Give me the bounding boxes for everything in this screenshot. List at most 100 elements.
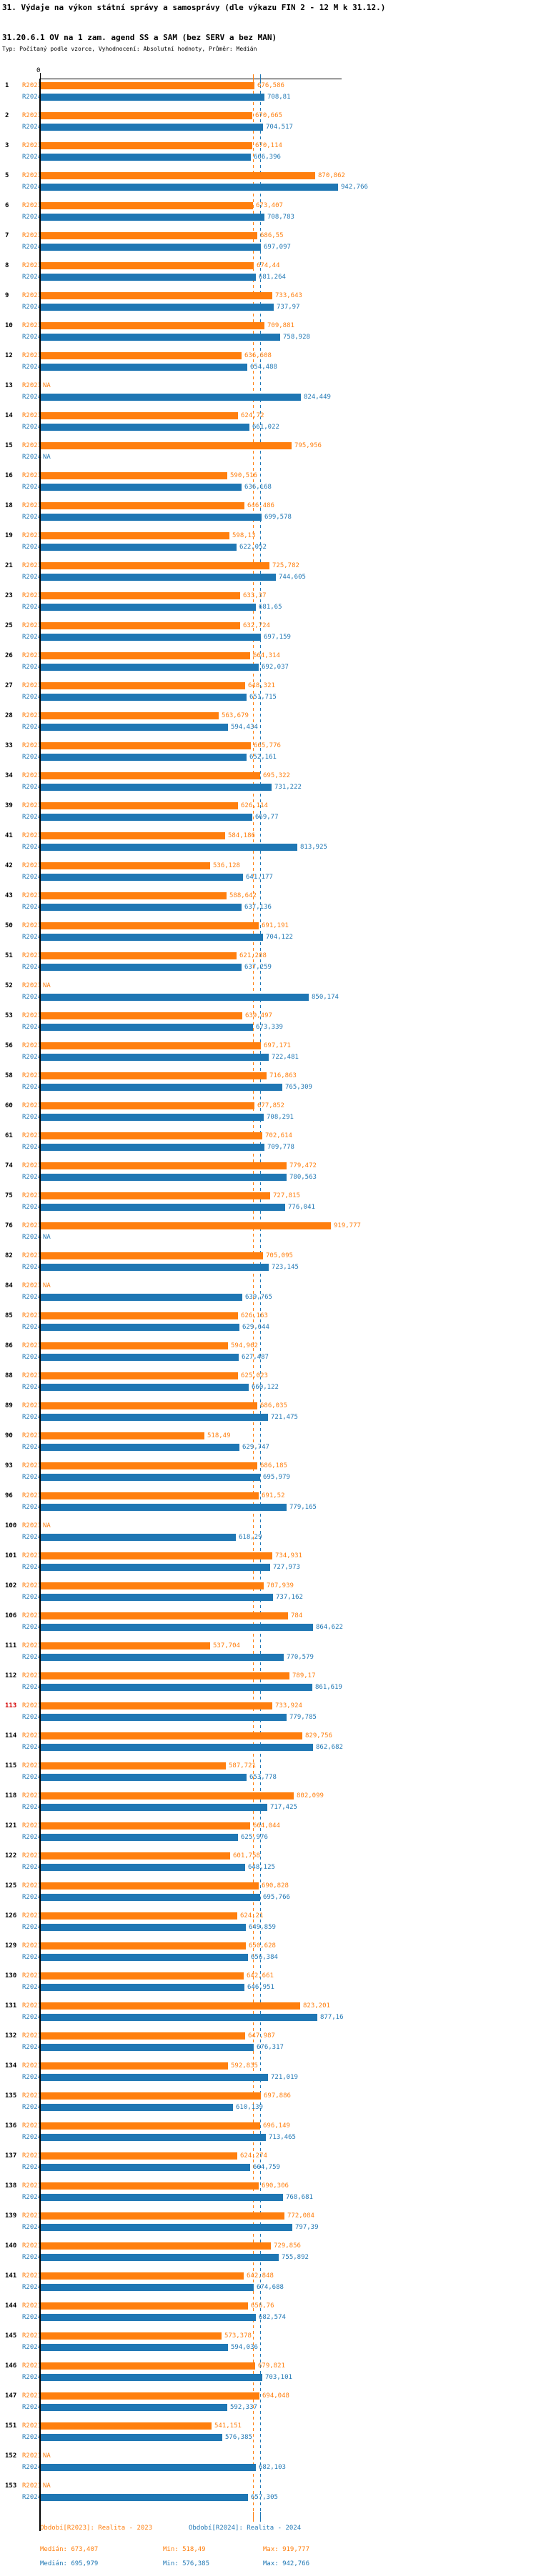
bar-r2024: [41, 2014, 317, 2021]
legend-r2024: Období[R2024]: Realita - 2024: [189, 2525, 302, 2532]
series-label-r2023: R2023: [22, 772, 42, 779]
chart-subtitle: 31.20.6.1 OV na 1 zam. agend SS a SAM (b…: [2, 33, 277, 42]
series-label-r2023: R2023: [22, 1822, 42, 1829]
value-label-r2023: 690,828: [262, 1882, 289, 1889]
value-label-r2023: 625,023: [241, 1372, 268, 1379]
bar-r2024: [41, 1354, 239, 1361]
value-label-r2023: 691,191: [262, 922, 289, 929]
value-label-r2023: 590,516: [230, 472, 257, 479]
series-label-r2023: R2023: [22, 232, 42, 239]
series-label-r2023: R2023: [22, 82, 42, 89]
series-label-r2024: R2024: [22, 364, 42, 371]
value-label-r2024: 622,052: [239, 544, 267, 551]
bar-group: 53 R2023 R2024 639,497 673,339: [0, 1010, 536, 1040]
bar-r2024: [41, 334, 280, 341]
bar-r2024: [41, 1114, 264, 1121]
bar-r2023: [41, 142, 252, 149]
series-label-r2024: R2024: [22, 1534, 42, 1541]
value-label-r2024: 697,159: [264, 634, 291, 641]
series-label-r2024: R2024: [22, 754, 42, 761]
bar-r2023: [41, 1102, 254, 1109]
bar-r2023: [41, 1582, 264, 1589]
stat-min-r2023: Min: 518,49: [163, 2546, 206, 2553]
value-label-r2024: 737,97: [277, 304, 300, 311]
bar-group: 76 R2023 R2024 919,777 NA: [0, 1220, 536, 1250]
bar-group: 27 R2023 R2024 648,321 651,715: [0, 680, 536, 710]
value-label-r2024: 731,222: [274, 784, 302, 791]
value-label-r2024: 618,29: [239, 1534, 262, 1541]
row-id: 23: [5, 592, 13, 599]
bar-group: 93 R2023 R2024 686,185 695,979: [0, 1460, 536, 1490]
bar-r2023: [41, 2092, 261, 2100]
value-label-r2024: 695,979: [263, 1474, 290, 1481]
bar-r2023: [41, 502, 244, 509]
bar-r2024: [41, 664, 259, 671]
value-label-r2023: 679,821: [258, 2362, 285, 2370]
row-id: 84: [5, 1282, 13, 1289]
value-label-r2023: 729,856: [274, 2242, 301, 2250]
bar-r2023: [41, 1072, 267, 1079]
stat-min-r2024: Min: 576,385: [163, 2560, 210, 2567]
value-label-r2024: 708,81: [267, 94, 291, 101]
series-label-r2024: R2024: [22, 2344, 42, 2351]
series-label-r2023: R2023: [22, 1972, 42, 1980]
value-label-r2024: 755,892: [282, 2254, 309, 2261]
series-label-r2023: R2023: [22, 2392, 42, 2400]
value-label-r2024: 877,16: [320, 2014, 344, 2021]
row-id: 8: [5, 262, 9, 269]
bar-r2023: [41, 1402, 257, 1409]
row-id: 21: [5, 562, 13, 569]
row-id: 25: [5, 622, 13, 629]
bar-r2024: [41, 1504, 287, 1511]
value-label-r2023: 624,274: [240, 2152, 267, 2160]
bar-r2024: [41, 1624, 313, 1631]
bar-group: 101 R2023 R2024 734,931 727,973: [0, 1550, 536, 1580]
series-label-r2024: R2024: [22, 1594, 42, 1601]
series-label-r2024: R2024: [22, 1774, 42, 1781]
bar-r2024: [41, 1264, 269, 1271]
bar-r2024: [41, 2314, 256, 2321]
page-title: 31. Výdaje na výkon státní správy a samo…: [2, 3, 386, 12]
bar-r2023: [41, 1612, 288, 1619]
row-id: 27: [5, 682, 13, 689]
bar-r2023: [41, 112, 252, 119]
series-label-r2024: R2024: [22, 1504, 42, 1511]
value-label-r2023: 829,756: [305, 1732, 332, 1739]
value-label-r2023: 697,171: [264, 1042, 291, 1049]
bar-r2023: [41, 892, 227, 899]
bar-r2024: [41, 1984, 244, 1991]
row-id: 138: [5, 2182, 17, 2190]
value-label-r2023: 648,321: [248, 682, 275, 689]
bar-r2024: [41, 1384, 249, 1391]
value-label-r2023: 650,628: [249, 1942, 276, 1950]
bar-r2023: [41, 1732, 302, 1739]
row-id: 50: [5, 922, 13, 929]
bar-r2023: [41, 2122, 260, 2130]
series-label-r2024: R2024: [22, 2104, 42, 2111]
series-label-r2024: R2024: [22, 1414, 42, 1421]
value-label-r2024: 776,041: [288, 1204, 315, 1211]
value-label-r2023: 727,815: [273, 1192, 300, 1199]
bar-group: 56 R2023 R2024 697,171 722,481: [0, 1040, 536, 1070]
value-label-r2023: 686,035: [260, 1402, 287, 1409]
bar-group: 61 R2023 R2024 702,614 709,778: [0, 1130, 536, 1160]
value-label-r2023: NA: [43, 982, 51, 989]
stat-median-r2023: Medián: 673,407: [40, 2546, 99, 2553]
series-label-r2024: R2024: [22, 664, 42, 671]
bar-r2024: [41, 124, 263, 131]
value-label-r2024: 610,139: [236, 2104, 263, 2111]
bar-r2023: [41, 802, 238, 809]
series-label-r2024: R2024: [22, 874, 42, 881]
bar-group: 132 R2023 R2024 647,987 676,317: [0, 2030, 536, 2060]
bar-r2024: [41, 1714, 287, 1721]
row-id: 3: [5, 142, 9, 149]
bar-group: 141 R2023 R2024 642,848 674,688: [0, 2270, 536, 2300]
bar-group: 131 R2023 R2024 823,201 877,16: [0, 2000, 536, 2030]
row-id: 118: [5, 1792, 17, 1799]
value-label-r2023: 716,863: [269, 1072, 297, 1079]
legend-r2023: Období[R2023]: Realita - 2023: [40, 2525, 153, 2532]
series-label-r2024: R2024: [22, 1954, 42, 1961]
row-id: 153: [5, 2482, 17, 2490]
value-label-r2023: 789,17: [292, 1672, 316, 1679]
bar-r2023: [41, 2272, 244, 2280]
